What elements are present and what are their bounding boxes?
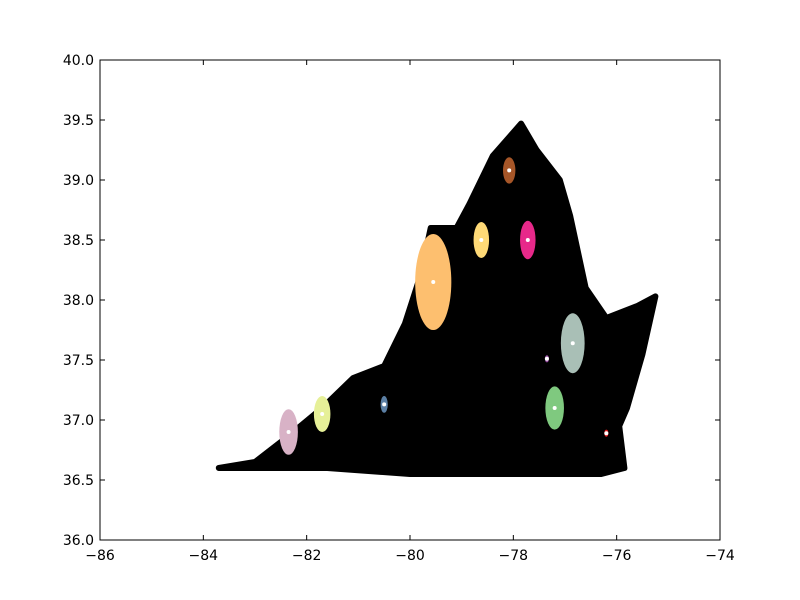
- cluster-9-centroid: [382, 402, 387, 407]
- cluster-7-centroid: [552, 406, 557, 410]
- cluster-8-centroid: [604, 431, 609, 436]
- y-tick-label: 38.0: [63, 293, 94, 309]
- plot-frame: [99, 59, 721, 541]
- cluster-layer: [279, 157, 609, 455]
- y-tick-label: 38.5: [63, 233, 94, 249]
- y-tick-label: 36.0: [63, 533, 94, 549]
- plot-area: [215, 120, 659, 477]
- cluster-1-centroid: [507, 168, 512, 173]
- cluster-5-centroid: [570, 341, 575, 346]
- x-tick-label: −82: [292, 548, 322, 564]
- tick-layer: −86 −84 −82 −80 −78 −76 −74 36.0 36.5 37.0 37.5 38.…: [63, 53, 735, 564]
- y-tick-label: 37.0: [63, 413, 94, 429]
- cluster-3-centroid: [479, 238, 484, 242]
- x-tick-label: −86: [85, 548, 115, 564]
- cluster-11-centroid: [286, 430, 291, 434]
- y-tick-label: 39.0: [63, 173, 94, 189]
- y-tick-label: 39.5: [63, 113, 94, 129]
- y-tick-label: 40.0: [63, 53, 94, 69]
- cluster-2-centroid: [525, 238, 530, 242]
- x-tick-label: −76: [602, 548, 632, 564]
- y-tick-label: 36.5: [63, 473, 94, 489]
- x-tick-label: −84: [189, 548, 219, 564]
- cluster-6-centroid: [544, 356, 549, 361]
- cluster-4-centroid: [431, 280, 436, 284]
- x-tick-label: −80: [395, 548, 425, 564]
- cluster-10-centroid: [320, 412, 325, 416]
- x-tick-label: −78: [499, 548, 529, 564]
- x-tick-label: −74: [705, 548, 735, 564]
- y-tick-label: 37.5: [63, 353, 94, 369]
